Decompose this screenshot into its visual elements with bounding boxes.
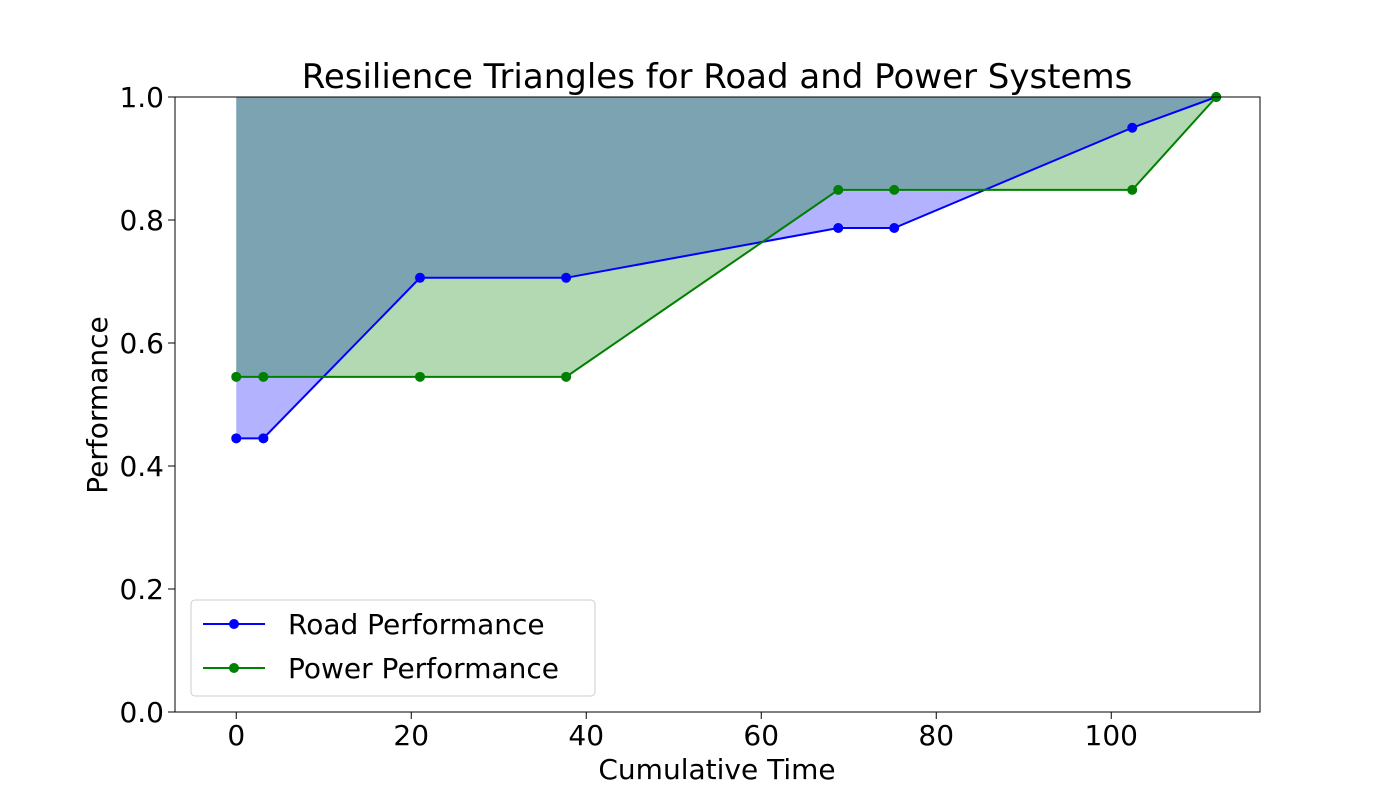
road-data-point [231,433,242,444]
x-tick-label: 0 [227,719,245,752]
x-tick-label: 40 [568,719,604,752]
y-tick-label: 0.8 [119,204,164,237]
power-fill-area [236,97,1217,377]
series-lines [231,92,1222,444]
legend: Road Performance Power Performance [190,599,596,697]
plot-frame [174,96,1261,713]
x-tick-label: 60 [743,719,779,752]
power-data-point [889,184,900,195]
x-tick-label: 20 [393,719,429,752]
road-data-point [561,272,572,283]
power-data-point [1127,184,1138,195]
legend-road-marker [229,619,239,629]
road-data-point [1127,122,1138,133]
chart-title: Resilience Triangles for Road and Power … [302,57,1133,97]
legend-power-label: Power Performance [288,652,559,685]
fill-regions [236,97,1217,439]
x-tick-label: 100 [1085,719,1138,752]
road-data-point [258,433,269,444]
y-axis-label: Performance [81,316,114,493]
road-fill-area [236,97,1217,439]
road-data-point [889,222,900,233]
power-data-point [561,371,572,382]
y-tick-label: 0.4 [119,450,164,483]
y-tick-label: 0.0 [119,696,164,729]
legend-power-marker [229,663,239,673]
power-data-point [231,371,242,382]
y-tick-label: 0.6 [119,327,164,360]
legend-box [190,599,596,697]
x-tick-label: 80 [918,719,954,752]
legend-road-label: Road Performance [288,608,545,641]
power-data-point [415,371,425,382]
road-data-point [833,222,844,233]
x-axis-label: Cumulative Time [598,753,835,786]
power-data-point [258,371,269,382]
axis-ticks: 0 20 40 60 80 100 0.0 0.2 0.4 0.6 0.8 1.0 [119,81,1138,752]
road-performance-line [236,96,1217,440]
power-performance-line [236,96,1217,378]
power-data-point [833,184,844,195]
y-tick-label: 0.2 [119,573,164,606]
road-data-point [415,272,425,283]
y-tick-label: 1.0 [119,81,164,114]
